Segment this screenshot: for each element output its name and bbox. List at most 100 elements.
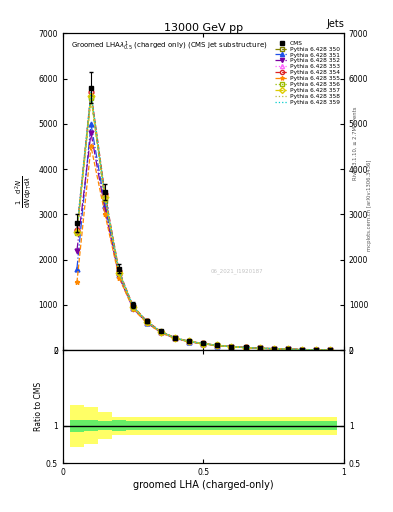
Pythia 6.428 355 xyxy=(257,345,262,351)
Text: Jets: Jets xyxy=(326,18,344,29)
Pythia 6.428 356 xyxy=(215,343,220,349)
Text: mcplots.cern.ch [arXiv:1306.3436]: mcplots.cern.ch [arXiv:1306.3436] xyxy=(367,159,372,250)
Pythia 6.428 353 xyxy=(314,347,318,353)
Pythia 6.428 351 xyxy=(229,344,234,350)
Pythia 6.428 350 xyxy=(173,335,178,341)
Pythia 6.428 350 xyxy=(327,347,332,353)
Pythia 6.428 352 xyxy=(314,347,318,353)
Pythia 6.428 352 xyxy=(201,341,206,347)
Pythia 6.428 355 xyxy=(145,320,150,326)
Pythia 6.428 353 xyxy=(159,329,163,335)
Pythia 6.428 354 xyxy=(271,346,276,352)
Pythia 6.428 351 xyxy=(89,121,94,127)
Line: Pythia 6.428 352: Pythia 6.428 352 xyxy=(75,131,332,352)
Pythia 6.428 355 xyxy=(103,211,107,218)
Pythia 6.428 354 xyxy=(243,345,248,351)
Pythia 6.428 357 xyxy=(215,343,220,349)
Pythia 6.428 356 xyxy=(299,347,304,353)
Pythia 6.428 356 xyxy=(159,329,163,335)
Pythia 6.428 352 xyxy=(75,247,79,253)
Pythia 6.428 352 xyxy=(257,345,262,351)
Pythia 6.428 353 xyxy=(257,345,262,351)
Pythia 6.428 358 xyxy=(75,230,79,236)
Pythia 6.428 357 xyxy=(271,346,276,352)
Line: Pythia 6.428 351: Pythia 6.428 351 xyxy=(75,121,332,352)
Pythia 6.428 356 xyxy=(75,230,79,237)
Pythia 6.428 352 xyxy=(89,130,94,136)
Pythia 6.428 350 xyxy=(314,347,318,353)
Pythia 6.428 350 xyxy=(103,198,107,204)
Pythia 6.428 355 xyxy=(285,346,290,352)
Pythia 6.428 354 xyxy=(257,345,262,351)
Pythia 6.428 355 xyxy=(201,341,206,347)
Pythia 6.428 350 xyxy=(89,94,94,100)
Pythia 6.428 358 xyxy=(159,329,163,335)
Pythia 6.428 359 xyxy=(159,329,163,335)
Pythia 6.428 357 xyxy=(103,194,107,200)
Pythia 6.428 352 xyxy=(299,347,304,353)
Pythia 6.428 357 xyxy=(187,338,192,345)
Pythia 6.428 357 xyxy=(159,329,163,335)
Pythia 6.428 353 xyxy=(299,347,304,353)
Pythia 6.428 350 xyxy=(75,229,79,236)
Pythia 6.428 354 xyxy=(89,89,94,95)
Pythia 6.428 356 xyxy=(117,270,121,276)
Pythia 6.428 355 xyxy=(215,343,220,349)
Pythia 6.428 354 xyxy=(285,346,290,352)
Pythia 6.428 354 xyxy=(159,329,163,335)
Pythia 6.428 356 xyxy=(243,345,248,351)
Line: Pythia 6.428 356: Pythia 6.428 356 xyxy=(75,95,332,352)
Pythia 6.428 356 xyxy=(103,196,107,202)
Pythia 6.428 358 xyxy=(173,335,178,341)
Line: Pythia 6.428 353: Pythia 6.428 353 xyxy=(75,92,332,352)
Pythia 6.428 351 xyxy=(215,343,220,349)
Pythia 6.428 357 xyxy=(117,269,121,275)
Line: Pythia 6.428 358: Pythia 6.428 358 xyxy=(77,97,330,350)
Pythia 6.428 354 xyxy=(201,340,206,347)
Pythia 6.428 358 xyxy=(314,347,318,353)
Pythia 6.428 357 xyxy=(75,228,79,234)
Pythia 6.428 358 xyxy=(229,344,234,350)
Pythia 6.428 353 xyxy=(103,193,107,199)
Pythia 6.428 359 xyxy=(271,346,276,352)
Pythia 6.428 355 xyxy=(89,143,94,150)
Pythia 6.428 359 xyxy=(299,347,304,353)
Pythia 6.428 352 xyxy=(173,335,178,342)
Pythia 6.428 351 xyxy=(145,319,150,326)
Pythia 6.428 354 xyxy=(117,268,121,274)
Pythia 6.428 359 xyxy=(131,304,136,310)
Pythia 6.428 356 xyxy=(201,340,206,347)
Pythia 6.428 353 xyxy=(271,346,276,352)
Pythia 6.428 351 xyxy=(314,347,318,353)
Pythia 6.428 350 xyxy=(131,304,136,310)
Pythia 6.428 353 xyxy=(215,343,220,349)
Pythia 6.428 354 xyxy=(103,191,107,197)
Pythia 6.428 350 xyxy=(285,346,290,352)
Pythia 6.428 352 xyxy=(117,274,121,280)
Pythia 6.428 355 xyxy=(131,306,136,312)
Pythia 6.428 359 xyxy=(314,347,318,353)
Pythia 6.428 350 xyxy=(271,346,276,352)
Pythia 6.428 359 xyxy=(201,340,206,347)
Pythia 6.428 351 xyxy=(285,346,290,352)
Pythia 6.428 352 xyxy=(187,339,192,345)
Text: Rivet 3.1.10, ≥ 2.7M events: Rivet 3.1.10, ≥ 2.7M events xyxy=(353,106,358,180)
Pythia 6.428 357 xyxy=(131,304,136,310)
Pythia 6.428 357 xyxy=(327,347,332,353)
Pythia 6.428 359 xyxy=(285,346,290,352)
Line: Pythia 6.428 355: Pythia 6.428 355 xyxy=(75,144,332,352)
Pythia 6.428 356 xyxy=(327,347,332,353)
Pythia 6.428 352 xyxy=(243,345,248,351)
Pythia 6.428 354 xyxy=(327,347,332,353)
Pythia 6.428 356 xyxy=(173,335,178,341)
Pythia 6.428 354 xyxy=(187,338,192,345)
Pythia 6.428 357 xyxy=(243,345,248,351)
Pythia 6.428 352 xyxy=(327,347,332,353)
Pythia 6.428 351 xyxy=(117,272,121,279)
Pythia 6.428 358 xyxy=(187,338,192,345)
Pythia 6.428 351 xyxy=(103,202,107,208)
Pythia 6.428 356 xyxy=(257,345,262,351)
Pythia 6.428 353 xyxy=(117,269,121,275)
Pythia 6.428 357 xyxy=(299,347,304,353)
Line: Pythia 6.428 350: Pythia 6.428 350 xyxy=(75,94,332,352)
